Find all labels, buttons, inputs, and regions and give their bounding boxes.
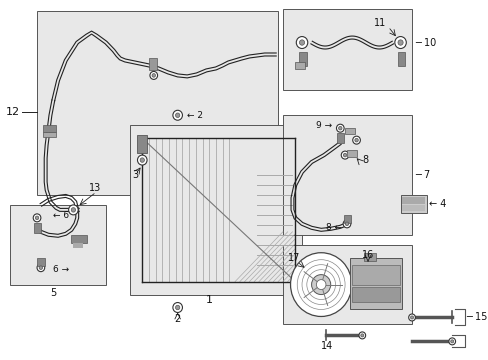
Bar xyxy=(10,205,106,285)
Bar xyxy=(295,62,305,69)
Bar xyxy=(130,125,302,294)
Circle shape xyxy=(450,340,453,343)
Circle shape xyxy=(173,110,182,120)
Bar xyxy=(37,258,44,266)
Circle shape xyxy=(35,216,39,220)
Bar xyxy=(37,11,278,195)
Bar xyxy=(402,197,425,204)
Text: 8: 8 xyxy=(362,155,367,165)
Bar xyxy=(283,9,411,90)
Bar xyxy=(351,287,399,302)
Circle shape xyxy=(354,138,358,142)
Circle shape xyxy=(152,73,155,77)
Text: 9 →: 9 → xyxy=(316,121,332,130)
Circle shape xyxy=(358,332,365,339)
Text: ← 2: ← 2 xyxy=(187,111,203,120)
Text: 12: 12 xyxy=(5,107,20,117)
Circle shape xyxy=(137,155,147,165)
Circle shape xyxy=(338,126,341,130)
Bar xyxy=(42,132,56,137)
Circle shape xyxy=(336,124,344,132)
Bar xyxy=(351,265,399,285)
Circle shape xyxy=(343,220,350,228)
Text: 1: 1 xyxy=(205,294,212,305)
Bar xyxy=(137,135,147,153)
Text: ← 4: ← 4 xyxy=(428,199,446,209)
Circle shape xyxy=(343,153,346,157)
Text: ← 6: ← 6 xyxy=(53,211,69,220)
Bar xyxy=(283,115,411,235)
Bar xyxy=(299,53,306,67)
Circle shape xyxy=(410,316,413,319)
Text: 13: 13 xyxy=(88,183,101,193)
Circle shape xyxy=(397,40,402,45)
Circle shape xyxy=(394,37,406,49)
Text: ─ 7: ─ 7 xyxy=(414,170,429,180)
Circle shape xyxy=(360,334,363,337)
Circle shape xyxy=(33,214,41,222)
Circle shape xyxy=(140,158,144,162)
Bar xyxy=(34,223,41,233)
Circle shape xyxy=(150,71,157,80)
Text: 11: 11 xyxy=(373,18,385,28)
Circle shape xyxy=(341,151,348,159)
Bar xyxy=(346,150,356,157)
Text: 8 ←: 8 ← xyxy=(325,223,342,232)
Circle shape xyxy=(290,253,351,316)
Circle shape xyxy=(345,222,348,226)
Circle shape xyxy=(408,314,414,321)
Text: 16: 16 xyxy=(362,250,374,260)
Text: 14: 14 xyxy=(321,341,333,351)
Circle shape xyxy=(311,275,330,294)
Bar xyxy=(345,128,354,134)
Text: 2: 2 xyxy=(174,314,181,324)
Text: ─ 10: ─ 10 xyxy=(414,37,435,48)
Bar xyxy=(283,245,411,324)
Bar xyxy=(344,215,350,223)
Bar xyxy=(364,253,375,261)
Text: 5: 5 xyxy=(50,288,56,298)
Circle shape xyxy=(296,37,307,49)
Circle shape xyxy=(173,302,182,312)
Text: ─ 15: ─ 15 xyxy=(466,312,487,323)
Bar xyxy=(73,243,83,248)
Circle shape xyxy=(352,136,360,144)
Bar xyxy=(400,195,427,213)
Bar xyxy=(397,53,405,67)
Text: 3: 3 xyxy=(132,170,139,180)
Circle shape xyxy=(71,208,75,212)
Circle shape xyxy=(175,305,180,310)
Circle shape xyxy=(448,338,455,345)
Circle shape xyxy=(316,280,325,289)
Text: 6 →: 6 → xyxy=(53,265,69,274)
Circle shape xyxy=(37,264,44,272)
Text: 17: 17 xyxy=(287,253,300,263)
Bar xyxy=(42,125,56,132)
Bar xyxy=(402,205,425,211)
Circle shape xyxy=(299,40,304,45)
Bar xyxy=(337,133,344,143)
Circle shape xyxy=(39,266,42,269)
Bar xyxy=(149,58,156,71)
Bar xyxy=(71,235,86,243)
Bar xyxy=(349,258,402,310)
Circle shape xyxy=(175,113,180,117)
Circle shape xyxy=(68,205,78,215)
